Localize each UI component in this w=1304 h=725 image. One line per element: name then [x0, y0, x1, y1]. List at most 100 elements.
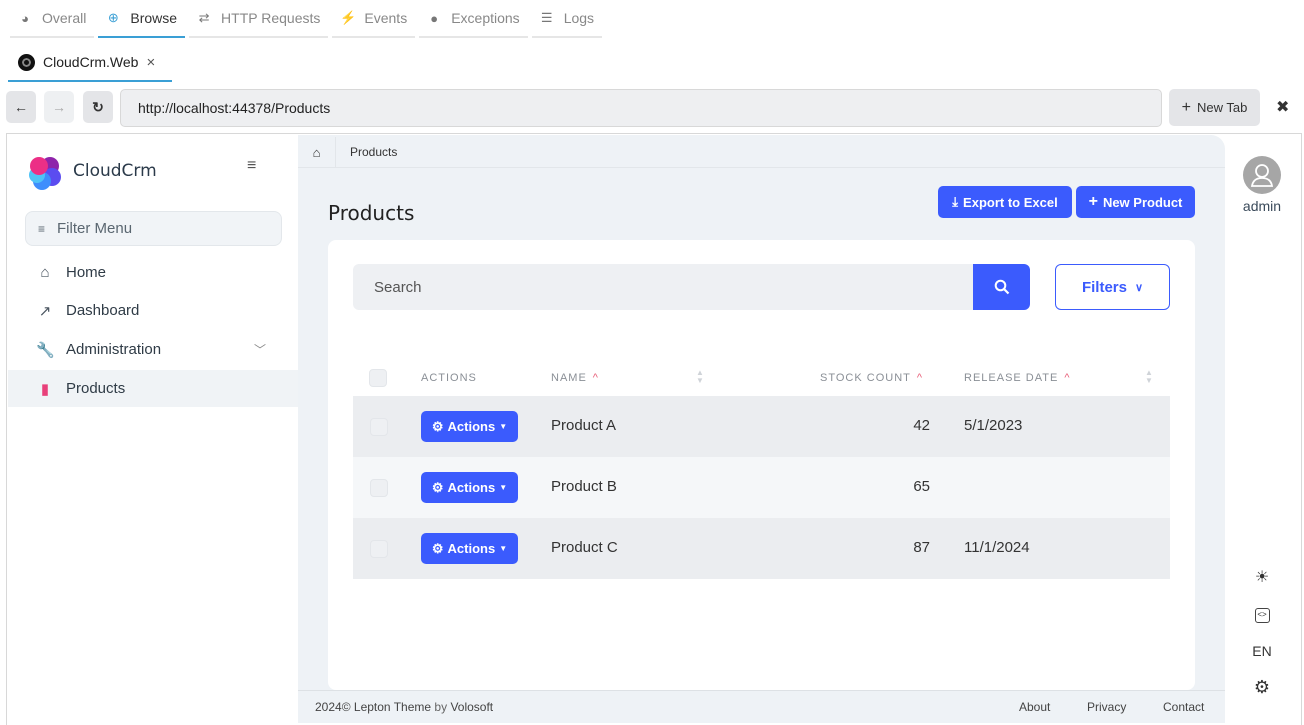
- arrow-left-icon: ←: [14, 99, 28, 115]
- actions-button[interactable]: ⚙ Actions ▼: [421, 533, 518, 564]
- header-label: NAME: [551, 372, 587, 384]
- cell-release: 5/1/2023: [964, 417, 1023, 434]
- table-row: ⚙ Actions ▼ Product C 87 11/1/2024: [353, 518, 1170, 579]
- sort-icon[interactable]: ▲ ▼: [696, 368, 704, 385]
- chevron-down-icon: ∨: [1134, 281, 1144, 294]
- user-name[interactable]: admin: [1242, 198, 1282, 214]
- address-bar[interactable]: http://localhost:44378/Products: [120, 89, 1162, 127]
- new-tab-label: New Tab: [1197, 100, 1248, 115]
- sort-asc-icon: ^: [592, 372, 599, 384]
- language-selector[interactable]: EN: [1252, 643, 1272, 659]
- search-button[interactable]: [973, 264, 1030, 310]
- menu-label: Administration: [66, 341, 162, 358]
- globe-icon: ⊕: [107, 10, 119, 25]
- sidebar-item-administration[interactable]: 🔧 Administration ﹀: [8, 331, 298, 368]
- header-release-date[interactable]: RELEASE DATE ^: [964, 372, 1071, 384]
- sort-asc-icon: ^: [1064, 372, 1071, 384]
- gear-icon: ⚙: [431, 540, 444, 556]
- row-checkbox[interactable]: [370, 418, 388, 436]
- caret-down-icon: ▼: [499, 422, 508, 431]
- filter-placeholder: Filter Menu: [57, 220, 133, 237]
- breadcrumb-current: Products: [350, 145, 398, 159]
- cell-release: 11/1/2024: [964, 539, 1030, 556]
- cell-name: Product A: [551, 417, 617, 434]
- menu-label: Products: [66, 380, 126, 397]
- search-placeholder: Search: [374, 278, 422, 296]
- sidebar-item-dashboard[interactable]: ↗ Dashboard: [8, 292, 298, 329]
- cell-stock: 87: [913, 539, 930, 556]
- tab-overall[interactable]: ◕ Overall: [10, 0, 95, 38]
- sort-asc-icon: ^: [916, 372, 924, 384]
- brand-name: CloudCrm: [73, 161, 157, 181]
- forward-button[interactable]: →: [44, 91, 74, 123]
- tools-icon[interactable]: ✖: [1276, 99, 1290, 116]
- avatar[interactable]: [1243, 156, 1281, 194]
- browser-tab[interactable]: CloudCrm.Web ×: [8, 44, 172, 82]
- tab-logs[interactable]: ☰ Logs: [531, 0, 603, 38]
- filter-icon: ≡: [38, 221, 46, 236]
- footer-link-about[interactable]: About: [1019, 700, 1051, 714]
- home-icon: ⌂: [40, 264, 50, 281]
- tab-label: Logs: [563, 10, 595, 26]
- tab-browse[interactable]: ⊕ Browse: [98, 0, 186, 38]
- back-button[interactable]: ←: [6, 91, 36, 123]
- browser-tab-title: CloudCrm.Web: [43, 54, 139, 70]
- top-nav: ◕ Overall ⊕ Browse ⇄ HTTP Requests ⚡ Events …: [10, 0, 603, 40]
- cell-stock: 42: [913, 417, 930, 434]
- search-icon: [994, 279, 1009, 295]
- new-product-button[interactable]: + New Product: [1076, 186, 1195, 218]
- header-label: STOCK COUNT: [820, 372, 911, 384]
- tab-label: Events: [364, 10, 408, 26]
- tab-http-requests[interactable]: ⇄ HTTP Requests: [189, 0, 329, 38]
- app-favicon-icon: [18, 53, 35, 71]
- search-input[interactable]: Search: [353, 264, 973, 310]
- bolt-icon: ⚡: [340, 10, 357, 25]
- sidebar-item-products[interactable]: ▮ Products: [8, 370, 298, 407]
- reload-button[interactable]: ↻: [83, 91, 113, 123]
- cell-name: Product B: [551, 478, 617, 495]
- cell-name: Product C: [551, 539, 618, 556]
- header-name[interactable]: NAME ^: [551, 372, 599, 384]
- menu-label: Dashboard: [66, 302, 140, 319]
- button-label: New Product: [1102, 194, 1183, 210]
- menu-label: Home: [66, 264, 107, 281]
- filters-button[interactable]: Filters ∨: [1055, 264, 1170, 310]
- button-label: Filters: [1081, 278, 1127, 296]
- footer-link-privacy[interactable]: Privacy: [1087, 700, 1127, 714]
- breadcrumb: ⌂ Products: [298, 136, 1225, 168]
- page-title: Products: [328, 201, 415, 225]
- url-text: http://localhost:44378/Products: [138, 100, 331, 116]
- row-checkbox[interactable]: [370, 540, 388, 558]
- header-stock-count[interactable]: STOCK COUNT ^: [820, 372, 923, 384]
- footer-link-contact[interactable]: Contact: [1163, 700, 1205, 714]
- caret-down-icon: ▼: [499, 483, 508, 492]
- gear-icon: ⚙: [431, 418, 444, 434]
- home-icon[interactable]: ⌂: [298, 136, 336, 168]
- actions-button[interactable]: ⚙ Actions ▼: [421, 472, 518, 503]
- copyright: 2024© Lepton Theme by Volosoft: [315, 700, 494, 714]
- new-tab-button[interactable]: + New Tab: [1169, 89, 1260, 126]
- caret-down-icon: ▼: [499, 544, 508, 553]
- header-label: RELEASE DATE: [964, 372, 1059, 384]
- filter-menu-input[interactable]: ≡ Filter Menu: [25, 211, 282, 246]
- wrench-icon: 🔧: [36, 341, 55, 359]
- close-icon[interactable]: ×: [146, 53, 156, 71]
- settings-gear-icon[interactable]: ⚙: [1253, 677, 1271, 697]
- sidebar-item-home[interactable]: ⌂ Home: [8, 254, 298, 291]
- theme-sun-icon[interactable]: ☀: [1254, 569, 1270, 586]
- sort-icon[interactable]: ▲ ▼: [1145, 368, 1153, 385]
- export-excel-button[interactable]: ⤓ Export to Excel: [938, 186, 1072, 218]
- menu-toggle-icon[interactable]: ≡: [247, 157, 257, 174]
- select-all-checkbox[interactable]: [369, 369, 387, 387]
- tab-label: Overall: [42, 10, 87, 26]
- row-checkbox[interactable]: [370, 479, 388, 497]
- button-label: Export to Excel: [963, 194, 1058, 210]
- actions-button[interactable]: ⚙ Actions ▼: [421, 411, 518, 442]
- chart-line-icon: ↗: [38, 302, 52, 320]
- header-actions: ACTIONS: [421, 372, 477, 384]
- code-icon[interactable]: <>: [1242, 604, 1282, 623]
- list-icon: ☰: [540, 10, 553, 25]
- button-label: Actions: [447, 541, 496, 556]
- tab-exceptions[interactable]: ● Exceptions: [419, 0, 528, 38]
- tab-events[interactable]: ⚡ Events: [332, 0, 416, 38]
